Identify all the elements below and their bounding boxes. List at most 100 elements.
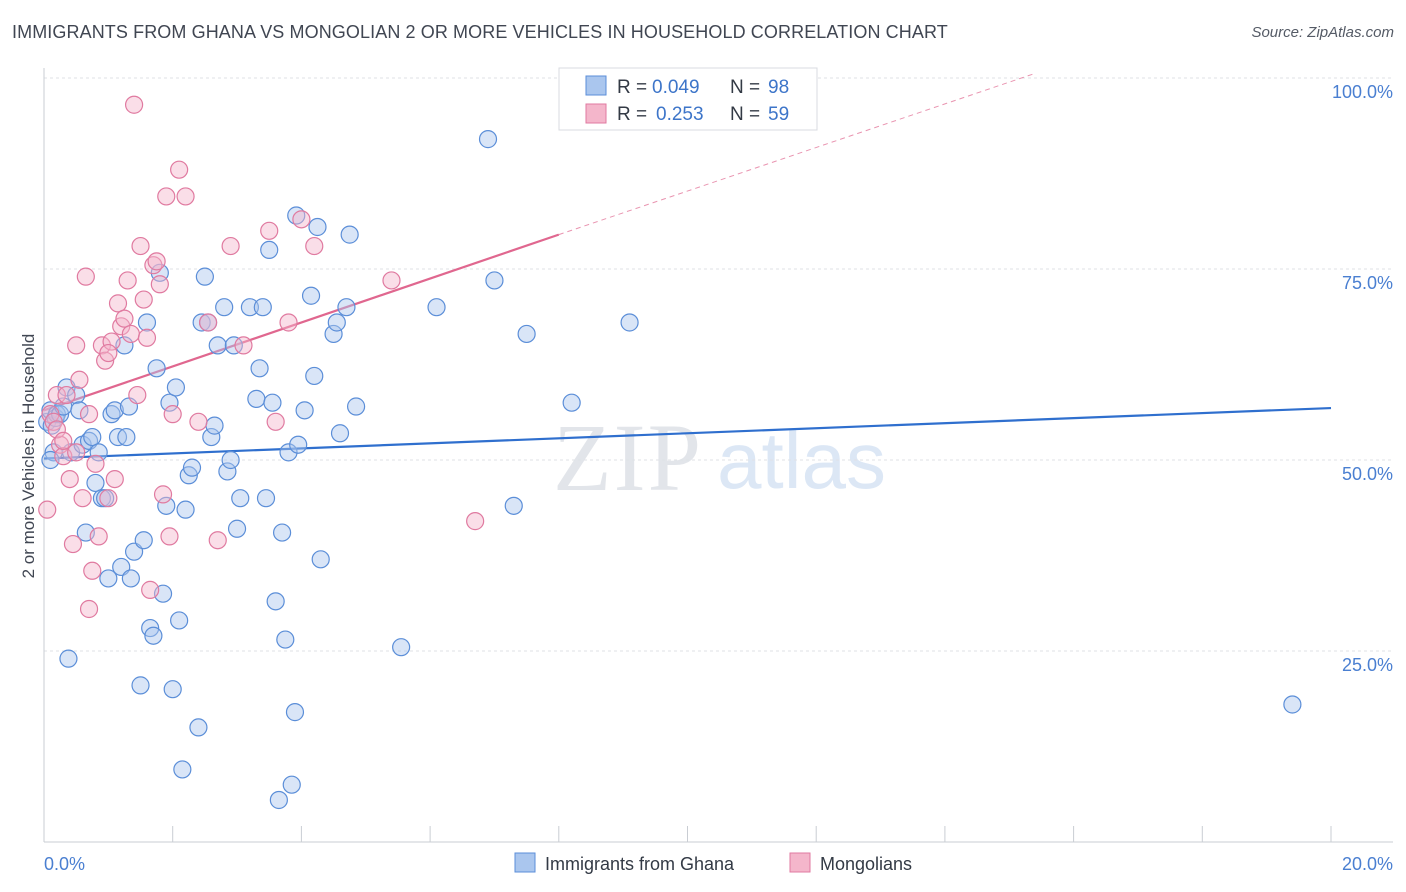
point-ghana bbox=[427, 298, 446, 317]
point-mongolians bbox=[163, 405, 182, 424]
point-ghana bbox=[478, 130, 498, 149]
legend-n-value-2: 59 bbox=[768, 104, 789, 125]
point-mongolians bbox=[189, 412, 208, 431]
bottom-legend-label-ghana: Immigrants from Ghana bbox=[545, 854, 735, 874]
point-mongolians bbox=[108, 294, 128, 313]
point-mongolians bbox=[105, 470, 124, 489]
point-ghana bbox=[105, 401, 124, 420]
point-ghana bbox=[189, 718, 208, 737]
point-mongolians bbox=[147, 252, 166, 271]
bottom-legend-swatch-ghana bbox=[514, 852, 536, 873]
point-mongolians bbox=[47, 385, 66, 405]
bottom-legend: Immigrants from Ghana Mongolians bbox=[514, 852, 912, 874]
y-tick-labels: 100.0% 75.0% 50.0% 25.0% bbox=[1332, 82, 1393, 675]
point-mongolians bbox=[382, 271, 401, 290]
point-mongolians bbox=[160, 527, 179, 546]
point-ghana bbox=[144, 626, 163, 645]
point-ghana bbox=[215, 298, 234, 317]
point-ghana bbox=[67, 385, 86, 405]
point-ghana bbox=[620, 313, 639, 332]
point-mongolians bbox=[79, 599, 99, 619]
point-mongolians bbox=[121, 324, 140, 344]
point-ghana bbox=[289, 435, 308, 454]
point-mongolians bbox=[260, 221, 279, 240]
point-mongolians bbox=[131, 236, 150, 256]
point-mongolians bbox=[99, 489, 118, 508]
point-ghana bbox=[231, 489, 250, 508]
point-mongolians bbox=[86, 454, 105, 473]
point-ghana bbox=[305, 366, 324, 386]
point-ghana bbox=[221, 450, 240, 470]
point-ghana bbox=[99, 569, 118, 588]
point-mongolians bbox=[176, 187, 195, 206]
trend-line-mongolians bbox=[43, 233, 560, 412]
point-ghana bbox=[330, 424, 350, 443]
legend-r-label-1: R = bbox=[617, 77, 647, 98]
legend-r-label-2: R = bbox=[617, 104, 647, 125]
y-tick-label: 75.0% bbox=[1342, 273, 1393, 293]
point-ghana bbox=[173, 760, 192, 779]
point-ghana bbox=[311, 550, 330, 569]
point-ghana bbox=[117, 427, 136, 447]
point-ghana bbox=[83, 427, 102, 447]
point-ghana bbox=[208, 336, 227, 355]
legend-r-value-2: 0.253 bbox=[656, 104, 704, 125]
point-mongolians bbox=[60, 470, 79, 489]
point-ghana bbox=[89, 443, 108, 462]
point-ghana bbox=[147, 359, 166, 378]
point-ghana bbox=[269, 790, 288, 810]
point-ghana bbox=[170, 611, 189, 630]
point-ghana bbox=[301, 286, 321, 305]
point-mongolians bbox=[47, 420, 66, 439]
point-ghana bbox=[285, 703, 305, 722]
point-mongolians bbox=[89, 527, 108, 546]
series-mongolians-points bbox=[38, 95, 485, 619]
chart-title: IMMIGRANTS FROM GHANA VS MONGOLIAN 2 OR … bbox=[12, 22, 948, 42]
point-mongolians bbox=[153, 485, 173, 504]
point-ghana bbox=[160, 393, 179, 412]
point-mongolians bbox=[141, 580, 160, 599]
y-tick-label: 25.0% bbox=[1342, 655, 1393, 675]
point-ghana bbox=[227, 519, 247, 538]
point-mongolians bbox=[150, 275, 169, 294]
point-mongolians bbox=[157, 187, 176, 206]
point-mongolians bbox=[76, 267, 95, 286]
point-ghana bbox=[308, 217, 327, 237]
legend-n-label-1: N = bbox=[730, 77, 760, 98]
point-ghana bbox=[1283, 695, 1302, 714]
legend-r-value-1: 0.049 bbox=[652, 77, 700, 98]
point-ghana bbox=[250, 359, 269, 378]
point-mongolians bbox=[118, 271, 137, 290]
point-ghana bbox=[276, 630, 295, 649]
point-mongolians bbox=[208, 531, 227, 550]
point-mongolians bbox=[170, 160, 189, 179]
point-ghana bbox=[517, 324, 536, 344]
point-mongolians bbox=[134, 290, 153, 309]
point-mongolians bbox=[73, 489, 92, 508]
point-mongolians bbox=[102, 332, 121, 351]
point-ghana bbox=[59, 649, 78, 668]
point-ghana bbox=[131, 676, 150, 695]
point-mongolians bbox=[198, 313, 218, 332]
trend-lines bbox=[43, 72, 1332, 460]
legend-n-label-2: N = bbox=[730, 104, 760, 125]
point-mongolians bbox=[99, 343, 118, 363]
point-ghana bbox=[163, 680, 182, 699]
y-axis-label: 2 or more Vehicles in Household bbox=[19, 334, 38, 579]
point-mongolians bbox=[279, 313, 298, 332]
legend-swatch-ghana bbox=[585, 75, 607, 96]
point-mongolians bbox=[466, 512, 485, 531]
point-ghana bbox=[192, 313, 211, 332]
point-ghana bbox=[182, 458, 202, 477]
point-ghana bbox=[346, 397, 366, 416]
point-mongolians bbox=[128, 385, 147, 405]
point-ghana bbox=[282, 775, 301, 794]
y-tick-label: 50.0% bbox=[1342, 464, 1393, 484]
point-ghana bbox=[157, 496, 176, 515]
point-ghana bbox=[121, 569, 140, 588]
point-mongolians bbox=[266, 412, 285, 431]
point-mongolians bbox=[67, 336, 86, 355]
point-ghana bbox=[504, 496, 523, 515]
point-ghana bbox=[260, 240, 279, 259]
